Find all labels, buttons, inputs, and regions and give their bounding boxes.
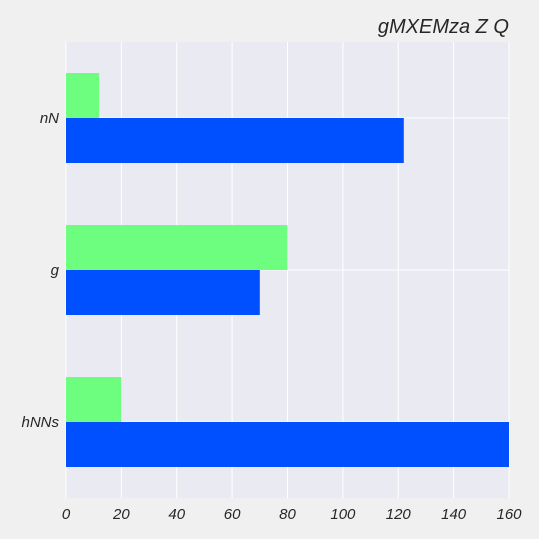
bar-series-green-hNNs <box>66 377 122 422</box>
x-tick-label-0: 0 <box>62 506 71 523</box>
x-tick-label-100: 100 <box>330 506 356 523</box>
x-tick-label-40: 40 <box>168 506 185 523</box>
y-axis-categories: nN g hNNs <box>21 110 59 431</box>
x-tick-label-60: 60 <box>224 506 241 523</box>
x-tick-label-120: 120 <box>386 506 412 523</box>
bar-series-green-nN <box>66 73 100 118</box>
x-tick-label-20: 20 <box>112 506 130 523</box>
category-label-g: g <box>51 262 60 279</box>
bar-series-blue-g <box>66 270 260 315</box>
x-tick-label-80: 80 <box>279 506 296 523</box>
bars <box>66 73 509 467</box>
x-axis-ticks: 0 20 40 60 80 100 120 140 160 <box>62 506 522 523</box>
bar-series-blue-hNNs <box>66 422 509 467</box>
x-tick-label-140: 140 <box>441 506 467 523</box>
bar-series-green-g <box>66 225 288 270</box>
chart-title: gMXEMza Z Q <box>378 16 509 38</box>
category-label-nN: nN <box>40 110 59 127</box>
x-tick-label-160: 160 <box>496 506 522 523</box>
bar-series-blue-nN <box>66 118 404 163</box>
category-label-hNNs: hNNs <box>21 414 59 431</box>
